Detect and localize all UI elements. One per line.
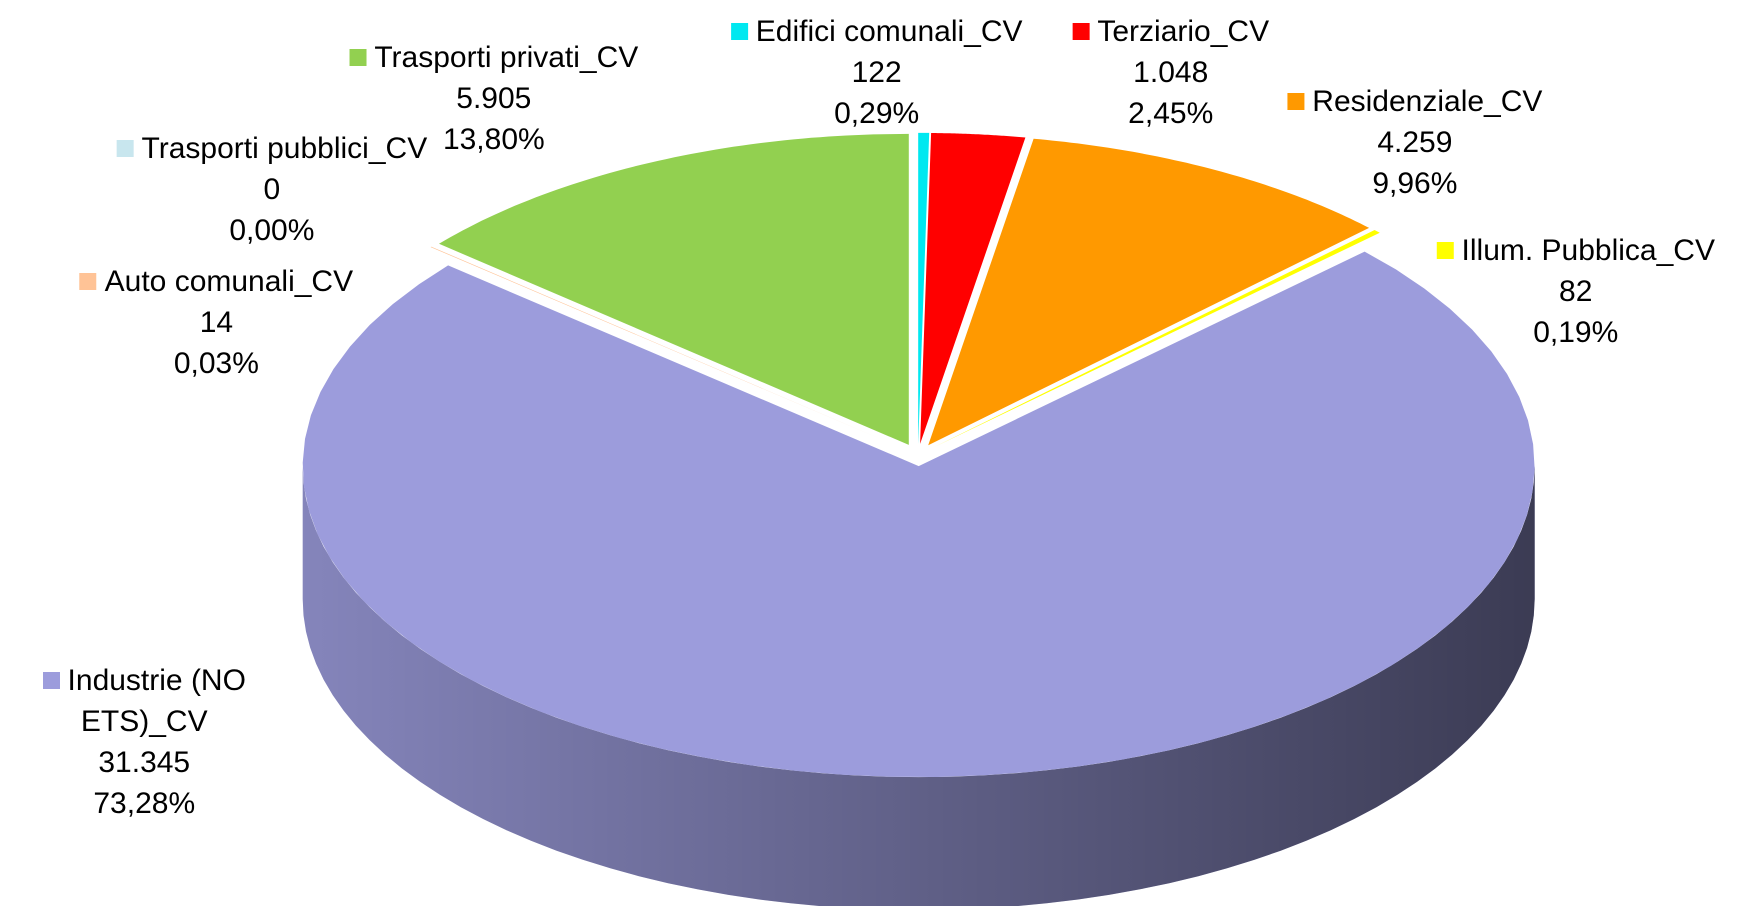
value-label: 31.345 <box>98 746 191 780</box>
legend-swatch <box>730 23 748 41</box>
percent-label: 0,03% <box>173 346 259 380</box>
legend-entry: Trasporti pubblici_CV <box>116 128 428 169</box>
data-label: Edifici comunali_CV 122 0,29% <box>730 11 1023 134</box>
legend-label: Edifici comunali_CV <box>755 15 1023 49</box>
legend-label: Trasporti pubblici_CV <box>141 131 428 165</box>
legend-swatch <box>116 139 134 157</box>
percent-label: 13,80% <box>442 122 545 156</box>
slice <box>933 230 1380 448</box>
legend-entry: Terziario_CV <box>1072 11 1269 52</box>
data-label: Terziario_CV 1.048 2,45% <box>1072 11 1269 134</box>
legend-label: Industrie (NO ETS)_CV <box>67 664 246 739</box>
percent-label: 2,45% <box>1128 97 1214 131</box>
data-label: Illum. Pubblica_CV 82 0,19% <box>1436 230 1715 353</box>
value-label: 5.905 <box>456 81 532 115</box>
legend-entry: Illum. Pubblica_CV <box>1436 230 1715 271</box>
legend-label: Terziario_CV <box>1097 15 1270 49</box>
data-label: Auto comunali_CV 14 0,03% <box>79 261 354 384</box>
value-label: 4.259 <box>1377 126 1453 159</box>
percent-label: 0,29% <box>834 97 920 131</box>
percent-label: 0,00% <box>229 213 315 247</box>
value-label: 14 <box>199 305 234 339</box>
legend-entry: Industrie (NO ETS)_CV <box>19 660 269 742</box>
percent-label: 73,28% <box>93 787 196 821</box>
legend-label: Residenziale_CV <box>1312 85 1543 118</box>
slice <box>918 132 930 444</box>
slice <box>430 246 902 448</box>
legend-swatch <box>1436 241 1454 259</box>
legend-label: Auto comunali_CV <box>104 264 354 298</box>
slice <box>928 138 1370 446</box>
data-label: Residenziale_CV 4.259 9,96% <box>1287 81 1542 204</box>
slice <box>439 133 909 445</box>
value-label: 82 <box>1559 274 1593 308</box>
value-label: 0 <box>263 172 281 206</box>
data-label: Trasporti pubblici_CV 0 0,00% <box>116 128 428 251</box>
slice-side-shade <box>302 466 1535 906</box>
data-label: Trasporti privati_CV 5.905 13,80% <box>349 37 638 160</box>
legend-entry: Residenziale_CV <box>1287 81 1542 122</box>
legend-entry: Edifici comunali_CV <box>730 11 1023 52</box>
legend-swatch <box>349 48 367 66</box>
slice <box>302 251 1535 778</box>
value-label: 1.048 <box>1133 56 1209 90</box>
percent-label: 0,19% <box>1533 315 1619 349</box>
legend-label: Illum. Pubblica_CV <box>1461 233 1715 267</box>
legend-swatch <box>79 272 97 290</box>
slice <box>920 133 1026 444</box>
legend-swatch <box>1072 23 1090 41</box>
legend-entry: Trasporti privati_CV <box>349 37 638 78</box>
percent-label: 9,96% <box>1372 167 1458 200</box>
legend-swatch <box>42 672 60 690</box>
legend-entry: Auto comunali_CV <box>79 261 354 302</box>
legend-swatch <box>1287 93 1305 110</box>
legend-label: Trasporti privati_CV <box>374 40 639 74</box>
data-label: Industrie (NO ETS)_CV 31.345 73,28% <box>19 660 269 824</box>
value-label: 122 <box>851 56 902 90</box>
